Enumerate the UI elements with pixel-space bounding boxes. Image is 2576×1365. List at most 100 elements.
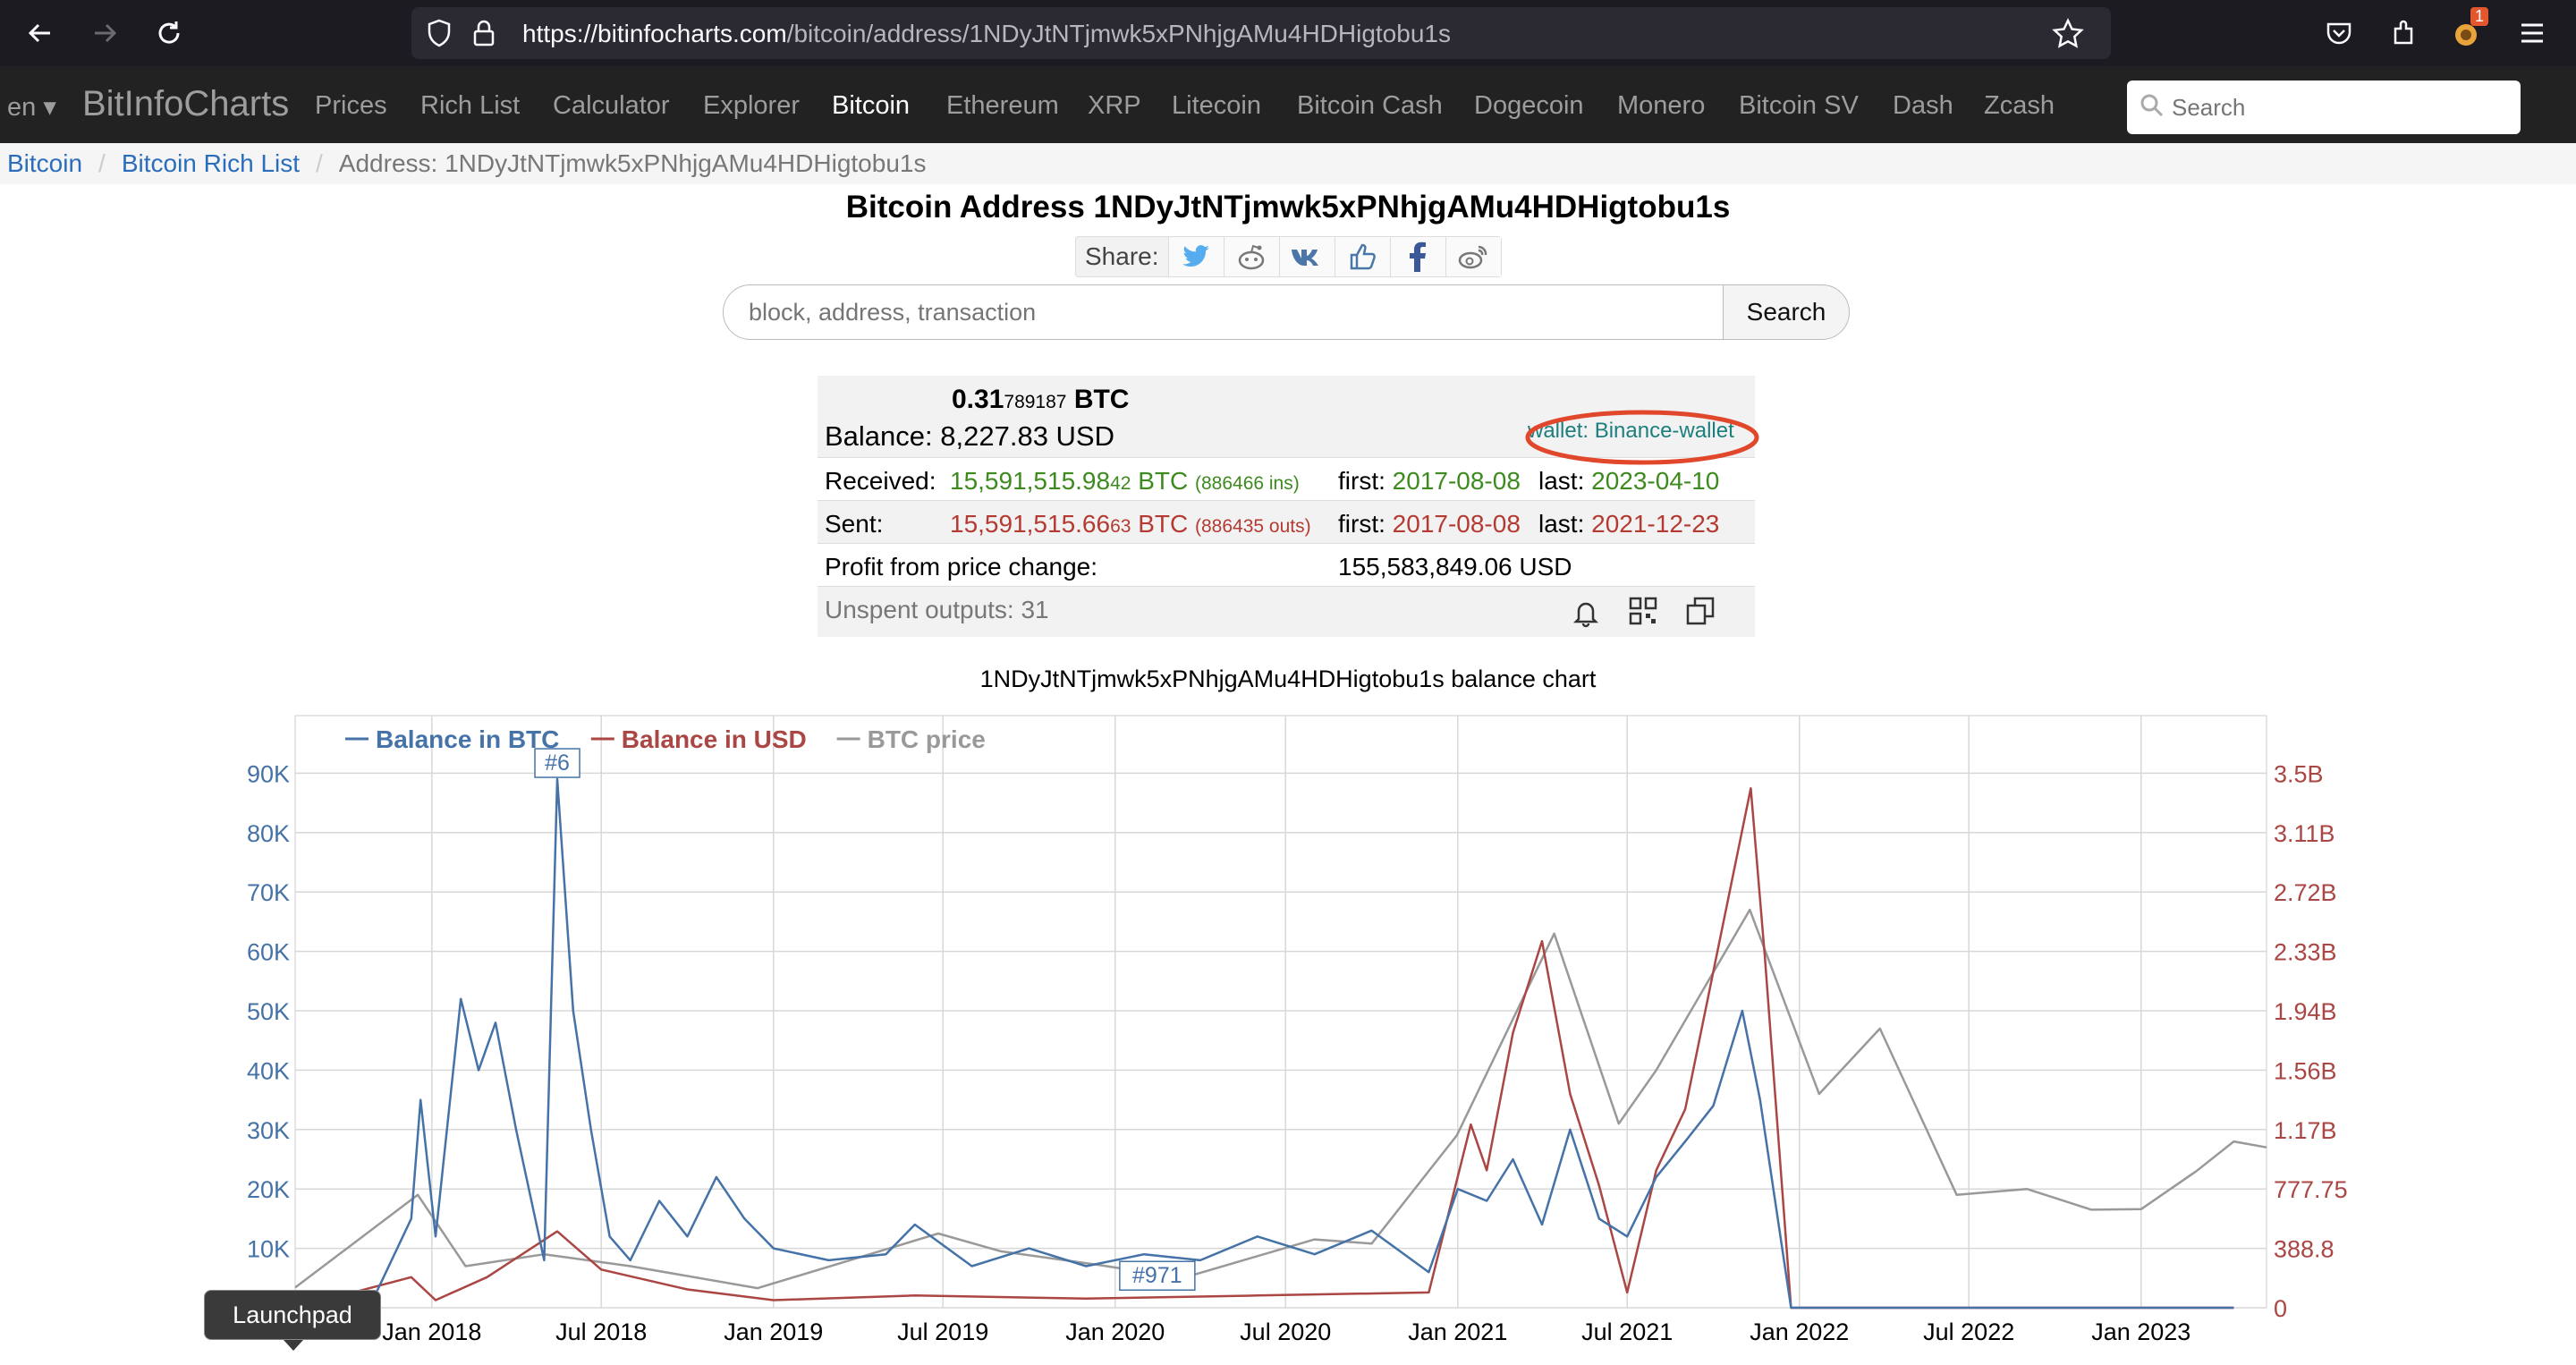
site-search-input[interactable] bbox=[2170, 89, 2510, 125]
chart-legend[interactable]: Balance in BTC Balance in USD BTC price bbox=[345, 725, 986, 753]
y-right-tick-label: 1.94B bbox=[2274, 998, 2337, 1025]
annotation-flag bbox=[534, 748, 580, 778]
y-right-tick-label: 777.75 bbox=[2274, 1176, 2348, 1203]
nav-rich-list[interactable]: Rich List bbox=[420, 91, 521, 120]
forward-icon[interactable] bbox=[82, 11, 127, 55]
y-left-tick-label: 90K bbox=[247, 760, 290, 787]
breadcrumb-current: Address: 1NDyJtNTjmwk5xPNhjgAMu4HDHigtob… bbox=[338, 149, 927, 177]
bell-icon[interactable] bbox=[1571, 598, 1601, 634]
sent-amount: 15,591,515.6663 BTC (886435 outs) bbox=[950, 510, 1311, 538]
x-tick-label: Jul 2019 bbox=[897, 1318, 988, 1345]
y-left-tick-label: 20K bbox=[247, 1176, 290, 1203]
nav-bitcoin-sv[interactable]: Bitcoin SV bbox=[1739, 91, 1859, 120]
unspent-row: Unspent outputs: 31 bbox=[818, 587, 1755, 637]
series-balance-btc bbox=[294, 777, 2234, 1310]
nav-ethereum[interactable]: Ethereum bbox=[946, 91, 1059, 120]
x-tick-label: Jul 2022 bbox=[1923, 1318, 2014, 1345]
brand-logo[interactable]: BitInfoCharts bbox=[82, 84, 290, 123]
language-dropdown[interactable]: en ▾ bbox=[7, 93, 56, 122]
y-right-tick-label: 3.5B bbox=[2274, 760, 2324, 787]
profit-label: Profit from price change: bbox=[825, 553, 1098, 581]
main-search-button[interactable]: Search bbox=[1723, 284, 1850, 340]
received-row: Received: 15,591,515.9842 BTC (886466 in… bbox=[818, 458, 1755, 501]
nav-prices[interactable]: Prices bbox=[315, 91, 387, 120]
reload-icon[interactable] bbox=[147, 11, 191, 55]
x-tick-label: Jan 2021 bbox=[1408, 1318, 1507, 1345]
chart-annotations: #6 #971 bbox=[534, 748, 1196, 1291]
nav-calculator[interactable]: Calculator bbox=[553, 91, 670, 120]
x-axis: Jan 2018 Jul 2018 Jan 2019 Jul 2019 Jan 2020… bbox=[382, 1318, 2190, 1345]
nav-bitcoin-cash[interactable]: Bitcoin Cash bbox=[1297, 91, 1443, 120]
url-text: https://bitinfocharts.com/bitcoin/addres… bbox=[522, 20, 1451, 47]
sent-first: first: 2017-08-08 bbox=[1338, 510, 1521, 538]
series-balance-usd bbox=[294, 787, 2234, 1310]
x-tick-label: Jul 2018 bbox=[555, 1318, 647, 1345]
right-axis: 0 388.8 777.75 1.17B 1.56B 1.94B 2.33B 2.72B 3.1… bbox=[2274, 760, 2348, 1322]
chart-grid bbox=[294, 715, 2267, 1309]
received-label: Received: bbox=[825, 467, 936, 495]
thumbs-up-icon[interactable] bbox=[1334, 237, 1390, 276]
annotation-flag bbox=[1119, 1260, 1196, 1291]
share-label: Share: bbox=[1085, 242, 1159, 270]
sent-last: last: 2021-12-23 bbox=[1538, 510, 1720, 538]
received-amount: 15,591,515.9842 BTC (886466 ins) bbox=[950, 467, 1300, 495]
y-right-tick-label: 1.17B bbox=[2274, 1117, 2337, 1144]
y-left-tick-label: 50K bbox=[247, 998, 290, 1025]
extensions-icon[interactable] bbox=[2381, 11, 2426, 55]
y-left-tick-label: 40K bbox=[247, 1057, 290, 1084]
site-search-box[interactable] bbox=[2127, 81, 2521, 134]
back-icon[interactable] bbox=[18, 11, 63, 55]
weibo-icon[interactable] bbox=[1445, 237, 1501, 276]
legend-btc-price: BTC price bbox=[868, 725, 986, 753]
balance-chart[interactable]: 10K 20K 30K 40K 50K 60K 70K 80K 90K 0 388.8 777.75… bbox=[0, 698, 2576, 1365]
nav-dogecoin[interactable]: Dogecoin bbox=[1474, 91, 1584, 120]
reddit-icon[interactable] bbox=[1223, 237, 1279, 276]
nav-zcash[interactable]: Zcash bbox=[1984, 91, 2055, 120]
x-tick-label: Jan 2023 bbox=[2091, 1318, 2190, 1345]
main-search-input[interactable] bbox=[723, 284, 1724, 340]
series-btc-price bbox=[294, 908, 2267, 1290]
y-left-tick-label: 10K bbox=[247, 1236, 290, 1263]
wallet-link[interactable]: wallet: Binance-wallet bbox=[1528, 419, 1734, 443]
bookmark-star-icon[interactable] bbox=[2052, 18, 2084, 53]
nav-xrp[interactable]: XRP bbox=[1088, 91, 1141, 120]
breadcrumb-rich-list[interactable]: Bitcoin Rich List bbox=[121, 149, 301, 177]
breadcrumb-bitcoin[interactable]: Bitcoin bbox=[7, 149, 83, 177]
y-right-tick-label: 1.56B bbox=[2274, 1057, 2337, 1084]
nav-litecoin[interactable]: Litecoin bbox=[1172, 91, 1261, 120]
shield-icon[interactable] bbox=[424, 18, 454, 53]
page-title: Bitcoin Address 1NDyJtNTjmwk5xPNhjgAMu4H… bbox=[845, 190, 1731, 225]
y-right-tick-label: 0 bbox=[2274, 1295, 2287, 1322]
x-tick-label: Jan 2020 bbox=[1065, 1318, 1165, 1345]
y-right-tick-label: 3.11B bbox=[2274, 820, 2335, 847]
url-bar[interactable]: https://bitinfocharts.com/bitcoin/addres… bbox=[411, 7, 2111, 59]
unspent-outputs: Unspent outputs: 31 bbox=[825, 596, 1049, 623]
x-tick-label: Jan 2019 bbox=[724, 1318, 823, 1345]
received-last: last: 2023-04-10 bbox=[1538, 467, 1720, 495]
facebook-icon[interactable] bbox=[1389, 237, 1445, 276]
menu-icon[interactable] bbox=[2510, 11, 2555, 55]
balance-btc: 0.31789187 BTC bbox=[952, 385, 1130, 414]
nav-explorer[interactable]: Explorer bbox=[703, 91, 800, 120]
wallet-highlight-circle bbox=[1525, 410, 1759, 465]
y-left-tick-label: 70K bbox=[247, 879, 290, 906]
copy-icon[interactable] bbox=[1685, 596, 1716, 632]
legend-balance-btc: Balance in BTC bbox=[376, 725, 559, 753]
annotation-label: #971 bbox=[1132, 1263, 1182, 1288]
plot-frame bbox=[294, 715, 2267, 1309]
y-right-tick-label: 2.33B bbox=[2274, 939, 2337, 966]
profit-row: Profit from price change: 155,583,849.06… bbox=[818, 544, 1755, 587]
nav-dash[interactable]: Dash bbox=[1893, 91, 1953, 120]
x-tick-label: Jul 2021 bbox=[1581, 1318, 1673, 1345]
nav-monero[interactable]: Monero bbox=[1617, 91, 1706, 120]
pocket-icon[interactable] bbox=[2317, 11, 2361, 55]
qr-code-icon[interactable] bbox=[1628, 596, 1658, 632]
y-left-tick-label: 30K bbox=[247, 1117, 290, 1144]
lock-icon[interactable] bbox=[470, 18, 497, 53]
vk-icon[interactable] bbox=[1278, 237, 1335, 276]
nav-bitcoin[interactable]: Bitcoin bbox=[832, 91, 911, 120]
extension-badge-icon[interactable]: 1 bbox=[2445, 7, 2490, 55]
main-search: Search bbox=[723, 284, 1850, 340]
sent-label: Sent: bbox=[825, 510, 884, 538]
twitter-icon[interactable] bbox=[1167, 237, 1224, 276]
